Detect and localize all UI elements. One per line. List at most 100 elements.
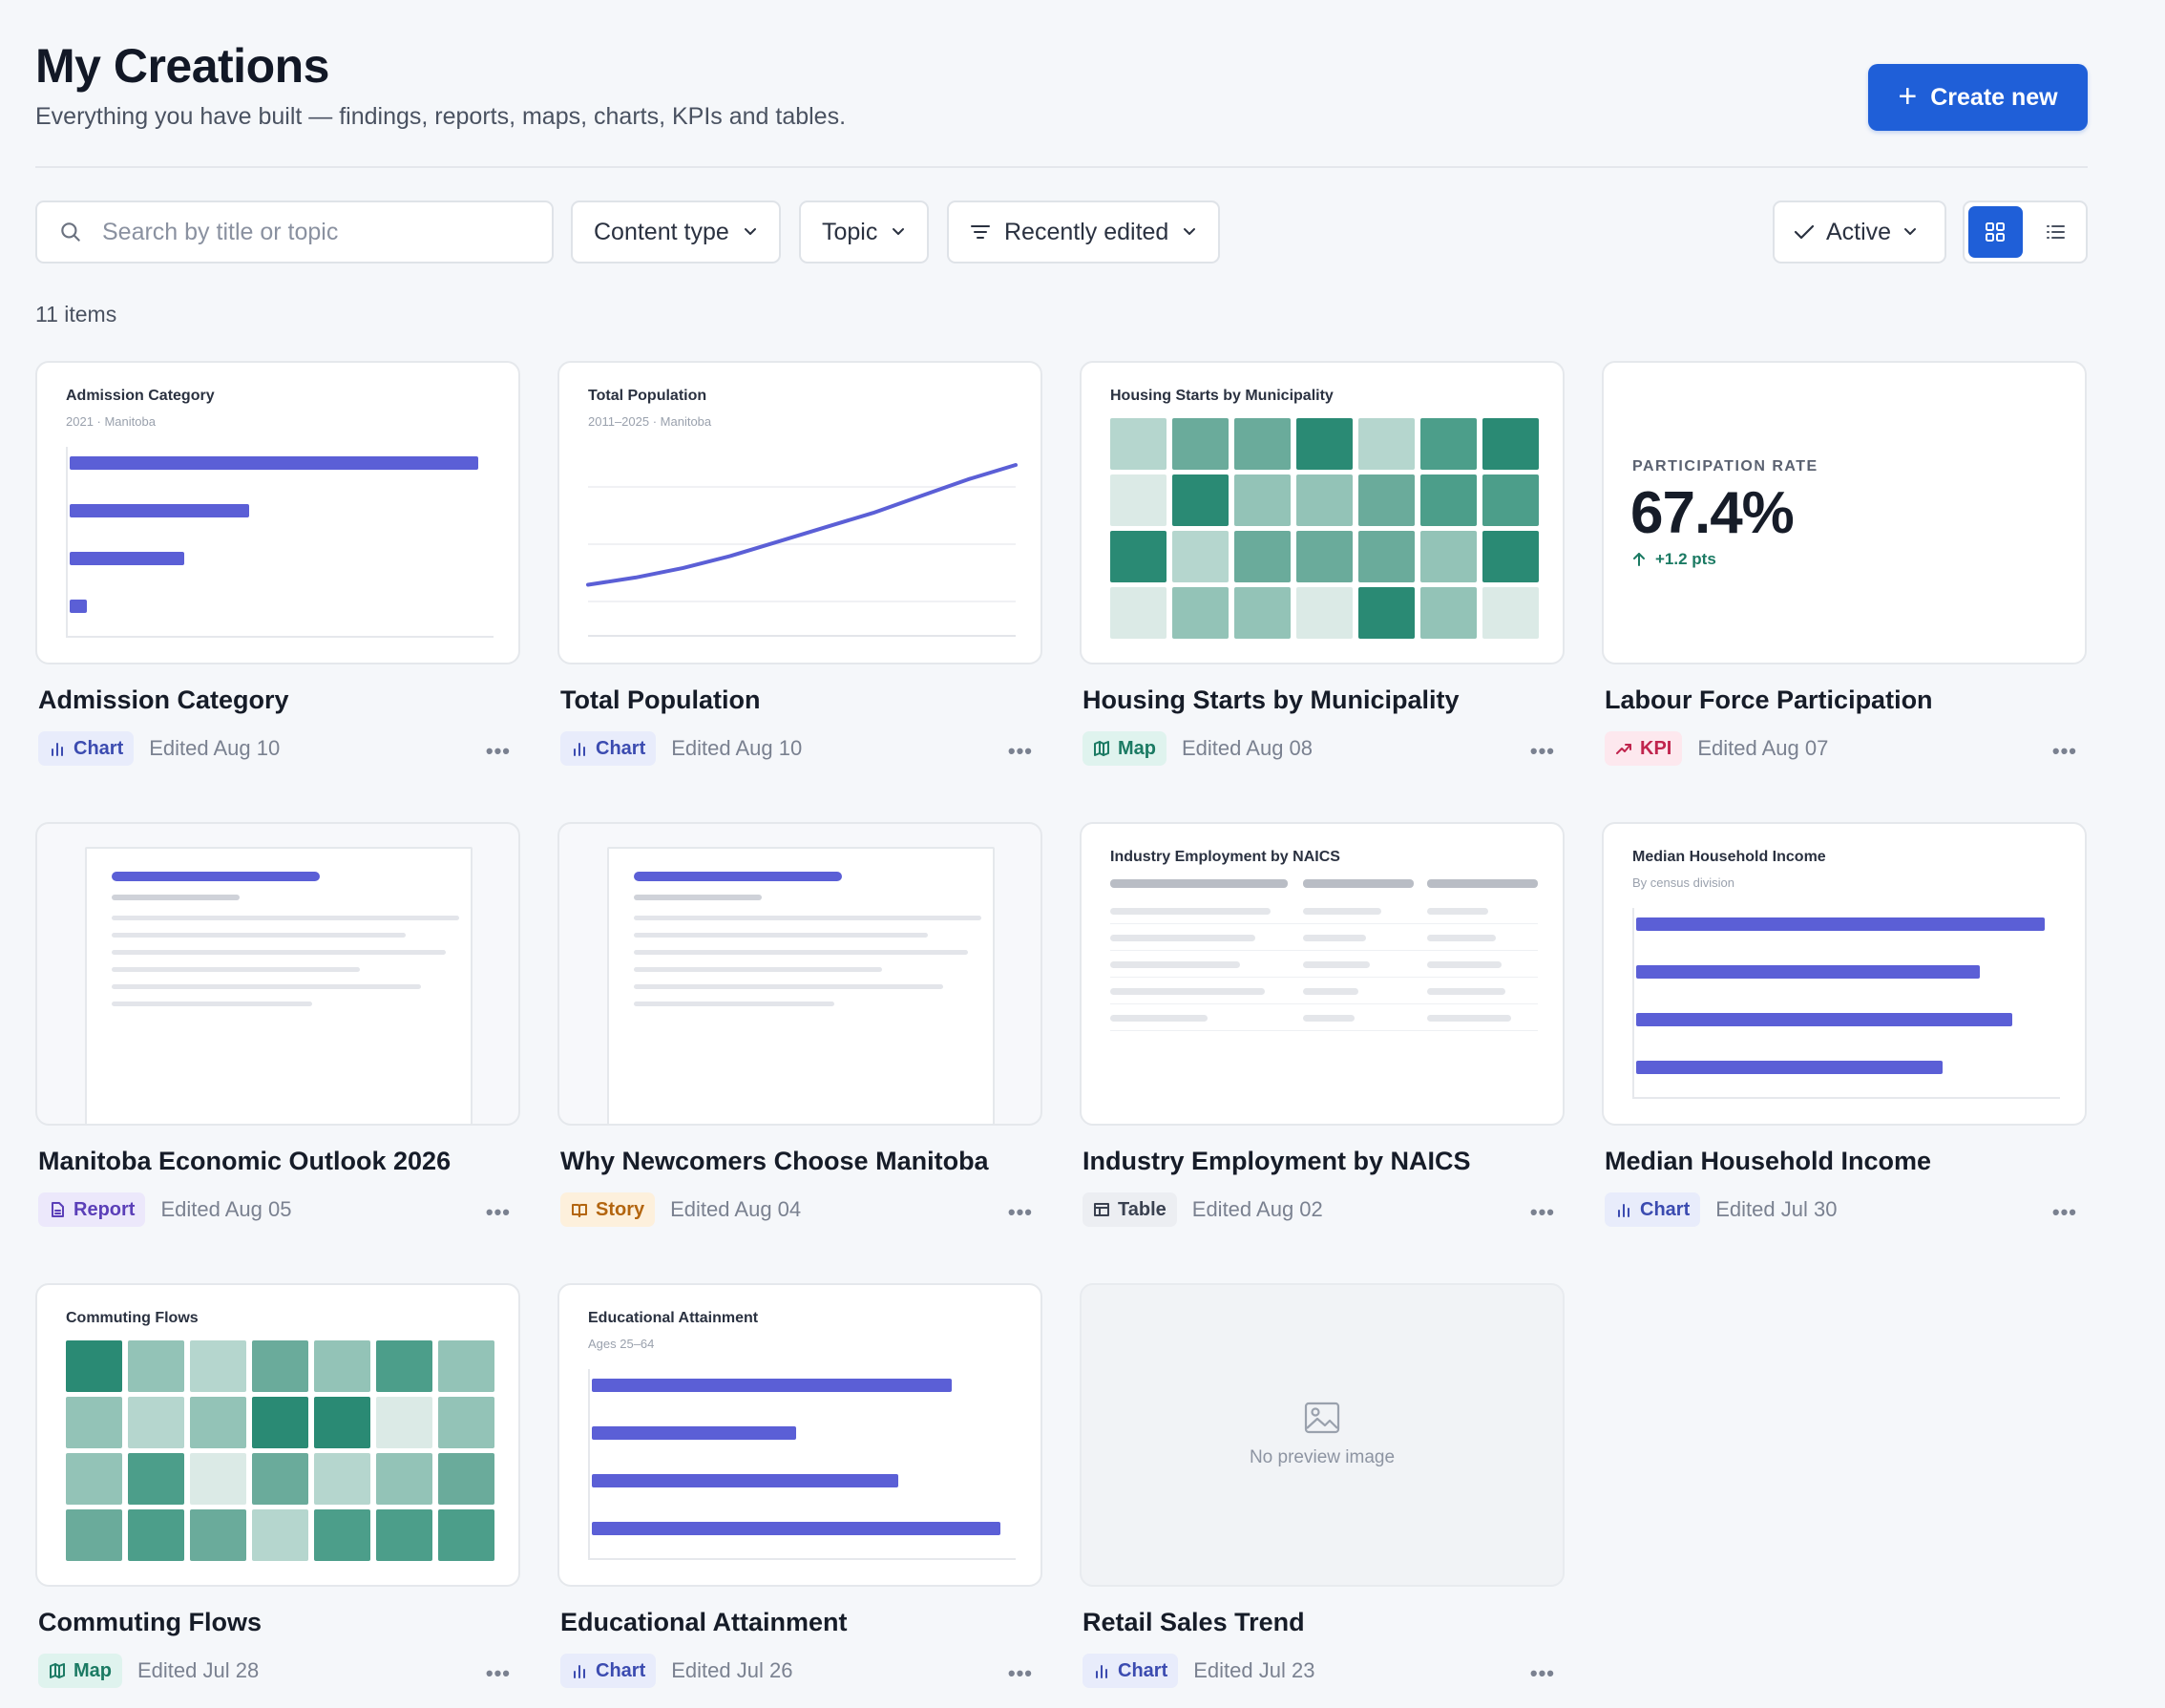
topic-dropdown[interactable]: Topic (799, 200, 930, 264)
map-cell (314, 1453, 370, 1505)
map-cell (190, 1340, 246, 1392)
card-preview[interactable]: PARTICIPATION RATE 67.4% +1.2 pts (1602, 361, 2087, 664)
map-cell (376, 1397, 432, 1448)
more-options-icon[interactable]: ••• (486, 1663, 511, 1684)
map-cell (190, 1397, 246, 1448)
preview-title: Median Household Income (1632, 849, 1826, 865)
card-preview[interactable] (557, 822, 1042, 1126)
card-preview[interactable]: Commuting Flows (35, 1283, 520, 1587)
card-preview[interactable]: Educational Attainment Ages 25–64 (557, 1283, 1042, 1587)
bar-chart-icon (1618, 1204, 1629, 1217)
search-icon (61, 222, 80, 242)
type-badge: Chart (560, 731, 657, 766)
create-new-button[interactable]: + Create new (1868, 64, 2088, 131)
content-type-dropdown[interactable]: Content type (571, 200, 781, 264)
type-badge: Story (560, 1192, 656, 1227)
type-badge-label: Map (74, 1659, 112, 1681)
ellipsis-glyph: ••• (485, 1200, 511, 1224)
chart-bar (70, 456, 478, 470)
card-title[interactable]: Manitoba Economic Outlook 2026 (38, 1147, 452, 1175)
card-title[interactable]: Housing Starts by Municipality (1082, 685, 1460, 714)
chart-bar (70, 552, 184, 565)
card-preview[interactable]: Admission Category 2021 · Manitoba (35, 361, 520, 664)
type-badge: Chart (1082, 1654, 1179, 1688)
map-cell (376, 1509, 432, 1561)
more-options-icon[interactable]: ••• (2052, 741, 2077, 762)
map-cell (252, 1340, 308, 1392)
more-options-icon[interactable]: ••• (1530, 1202, 1555, 1223)
sort-dropdown[interactable]: Recently edited (947, 200, 1221, 264)
card-title[interactable]: Total Population (560, 685, 761, 714)
table-cell (1427, 935, 1496, 941)
more-options-icon[interactable]: ••• (1530, 741, 1555, 762)
document-text-line (634, 967, 882, 972)
plus-icon: + (1898, 77, 1918, 115)
card-title[interactable]: Median Household Income (1605, 1147, 1932, 1175)
preview-subtitle: Ages 25–64 (588, 1337, 655, 1351)
table-row-divider (1110, 950, 1538, 951)
map-cell (128, 1509, 184, 1561)
document-text-line (112, 1002, 312, 1006)
type-badge-label: Table (1118, 1198, 1167, 1220)
type-badge-label: Chart (74, 737, 124, 759)
map-cell (1234, 418, 1291, 470)
map-cell (128, 1397, 184, 1448)
ellipsis-glyph: ••• (1007, 1200, 1033, 1224)
kpi-label: PARTICIPATION RATE (1632, 458, 1818, 474)
card-title[interactable]: Labour Force Participation (1605, 685, 1933, 714)
card-preview[interactable]: Housing Starts by Municipality (1080, 361, 1565, 664)
table-header-cell (1303, 879, 1414, 888)
chevron-down-icon (893, 228, 905, 235)
card-preview[interactable]: Median Household Income By census divisio… (1602, 822, 2087, 1126)
more-options-icon[interactable]: ••• (1008, 1663, 1033, 1684)
more-options-icon[interactable]: ••• (486, 741, 511, 762)
type-badge-label: Chart (1640, 1198, 1691, 1220)
card-title[interactable]: Retail Sales Trend (1082, 1608, 1305, 1636)
card-preview[interactable] (35, 822, 520, 1126)
status-dropdown[interactable]: Active (1773, 200, 1946, 264)
chevron-down-icon (1904, 228, 1917, 235)
book-icon (572, 1204, 587, 1217)
type-badge: KPI (1605, 731, 1683, 766)
chart-bar (592, 1522, 1000, 1535)
card-preview[interactable]: Industry Employment by NAICS (1080, 822, 1565, 1126)
preview-title: Housing Starts by Municipality (1110, 388, 1334, 404)
search-input[interactable]: Search by title or topic (35, 200, 554, 264)
chart-axis-x (1632, 1097, 2060, 1099)
more-options-icon[interactable]: ••• (1008, 1202, 1033, 1223)
preview-title: Total Population (588, 388, 707, 404)
grid-view-button[interactable] (1968, 206, 2023, 258)
more-options-icon[interactable]: ••• (486, 1202, 511, 1223)
card-title[interactable]: Industry Employment by NAICS (1082, 1147, 1471, 1175)
card-title[interactable]: Why Newcomers Choose Manitoba (560, 1147, 989, 1175)
card-title[interactable]: Commuting Flows (38, 1608, 262, 1636)
card-meta: Map Edited Aug 08 (1082, 731, 1313, 766)
map-cell (1420, 474, 1477, 526)
type-badge-label: Map (1118, 737, 1156, 759)
more-options-icon[interactable]: ••• (2052, 1202, 2077, 1223)
image-placeholder-icon (1304, 1402, 1340, 1434)
map-cell (1482, 474, 1539, 526)
card-preview[interactable]: Total Population 2011–2025 · Manitoba (557, 361, 1042, 664)
document-text-line (634, 984, 943, 989)
card-meta: Story Edited Aug 04 (560, 1192, 801, 1227)
ellipsis-glyph: ••• (485, 739, 511, 763)
more-options-icon[interactable]: ••• (1008, 741, 1033, 762)
more-options-icon[interactable]: ••• (1530, 1663, 1555, 1684)
ellipsis-glyph: ••• (1529, 739, 1555, 763)
table-icon (1094, 1203, 1109, 1216)
document-text-line (112, 933, 406, 938)
card-title[interactable]: Educational Attainment (560, 1608, 848, 1636)
map-cell (1234, 587, 1291, 639)
map-cell (1420, 531, 1477, 582)
card-preview[interactable]: No preview image (1080, 1283, 1565, 1587)
card-title[interactable]: Admission Category (38, 685, 289, 714)
map-cell (1358, 474, 1415, 526)
check-icon (1794, 224, 1815, 240)
list-view-button[interactable] (2028, 206, 2083, 258)
document-text-line (634, 916, 981, 920)
table-cell (1303, 961, 1370, 968)
map-cell (1296, 418, 1353, 470)
arrow-up-icon (1633, 553, 1645, 566)
page-subtitle: Everything you have built — findings, re… (35, 103, 847, 130)
